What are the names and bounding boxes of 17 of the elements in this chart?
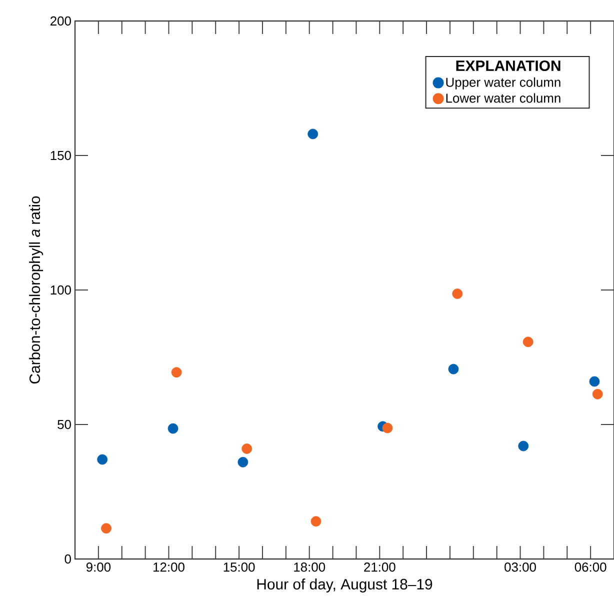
y-tick-label: 50 (58, 420, 71, 430)
y-tick-label: 0 (64, 554, 71, 564)
x-tick-label: 03:00 (504, 562, 536, 572)
y-tick-label: 200 (50, 16, 71, 26)
x-tick-label: 15:00 (224, 562, 255, 572)
x-tick-label: 12:00 (154, 562, 184, 572)
x-tick-label: 18:00 (294, 562, 326, 572)
legend-title: EXPLANATION (456, 60, 560, 72)
legend-label: Upper water column (446, 77, 560, 90)
x-tick-label: 21:00 (364, 562, 396, 572)
y-axis-title: Carbon-to-chlorophyll a ratio (29, 196, 44, 384)
x-axis-title: Hour of day, August 18–19 (257, 578, 432, 592)
legend-label: Lower water column (446, 93, 560, 103)
x-tick-label: 9:00 (86, 562, 111, 572)
x-tick-label: 06:00 (574, 562, 606, 572)
y-tick-label: 150 (50, 150, 71, 160)
y-tick-label: 100 (50, 285, 71, 295)
